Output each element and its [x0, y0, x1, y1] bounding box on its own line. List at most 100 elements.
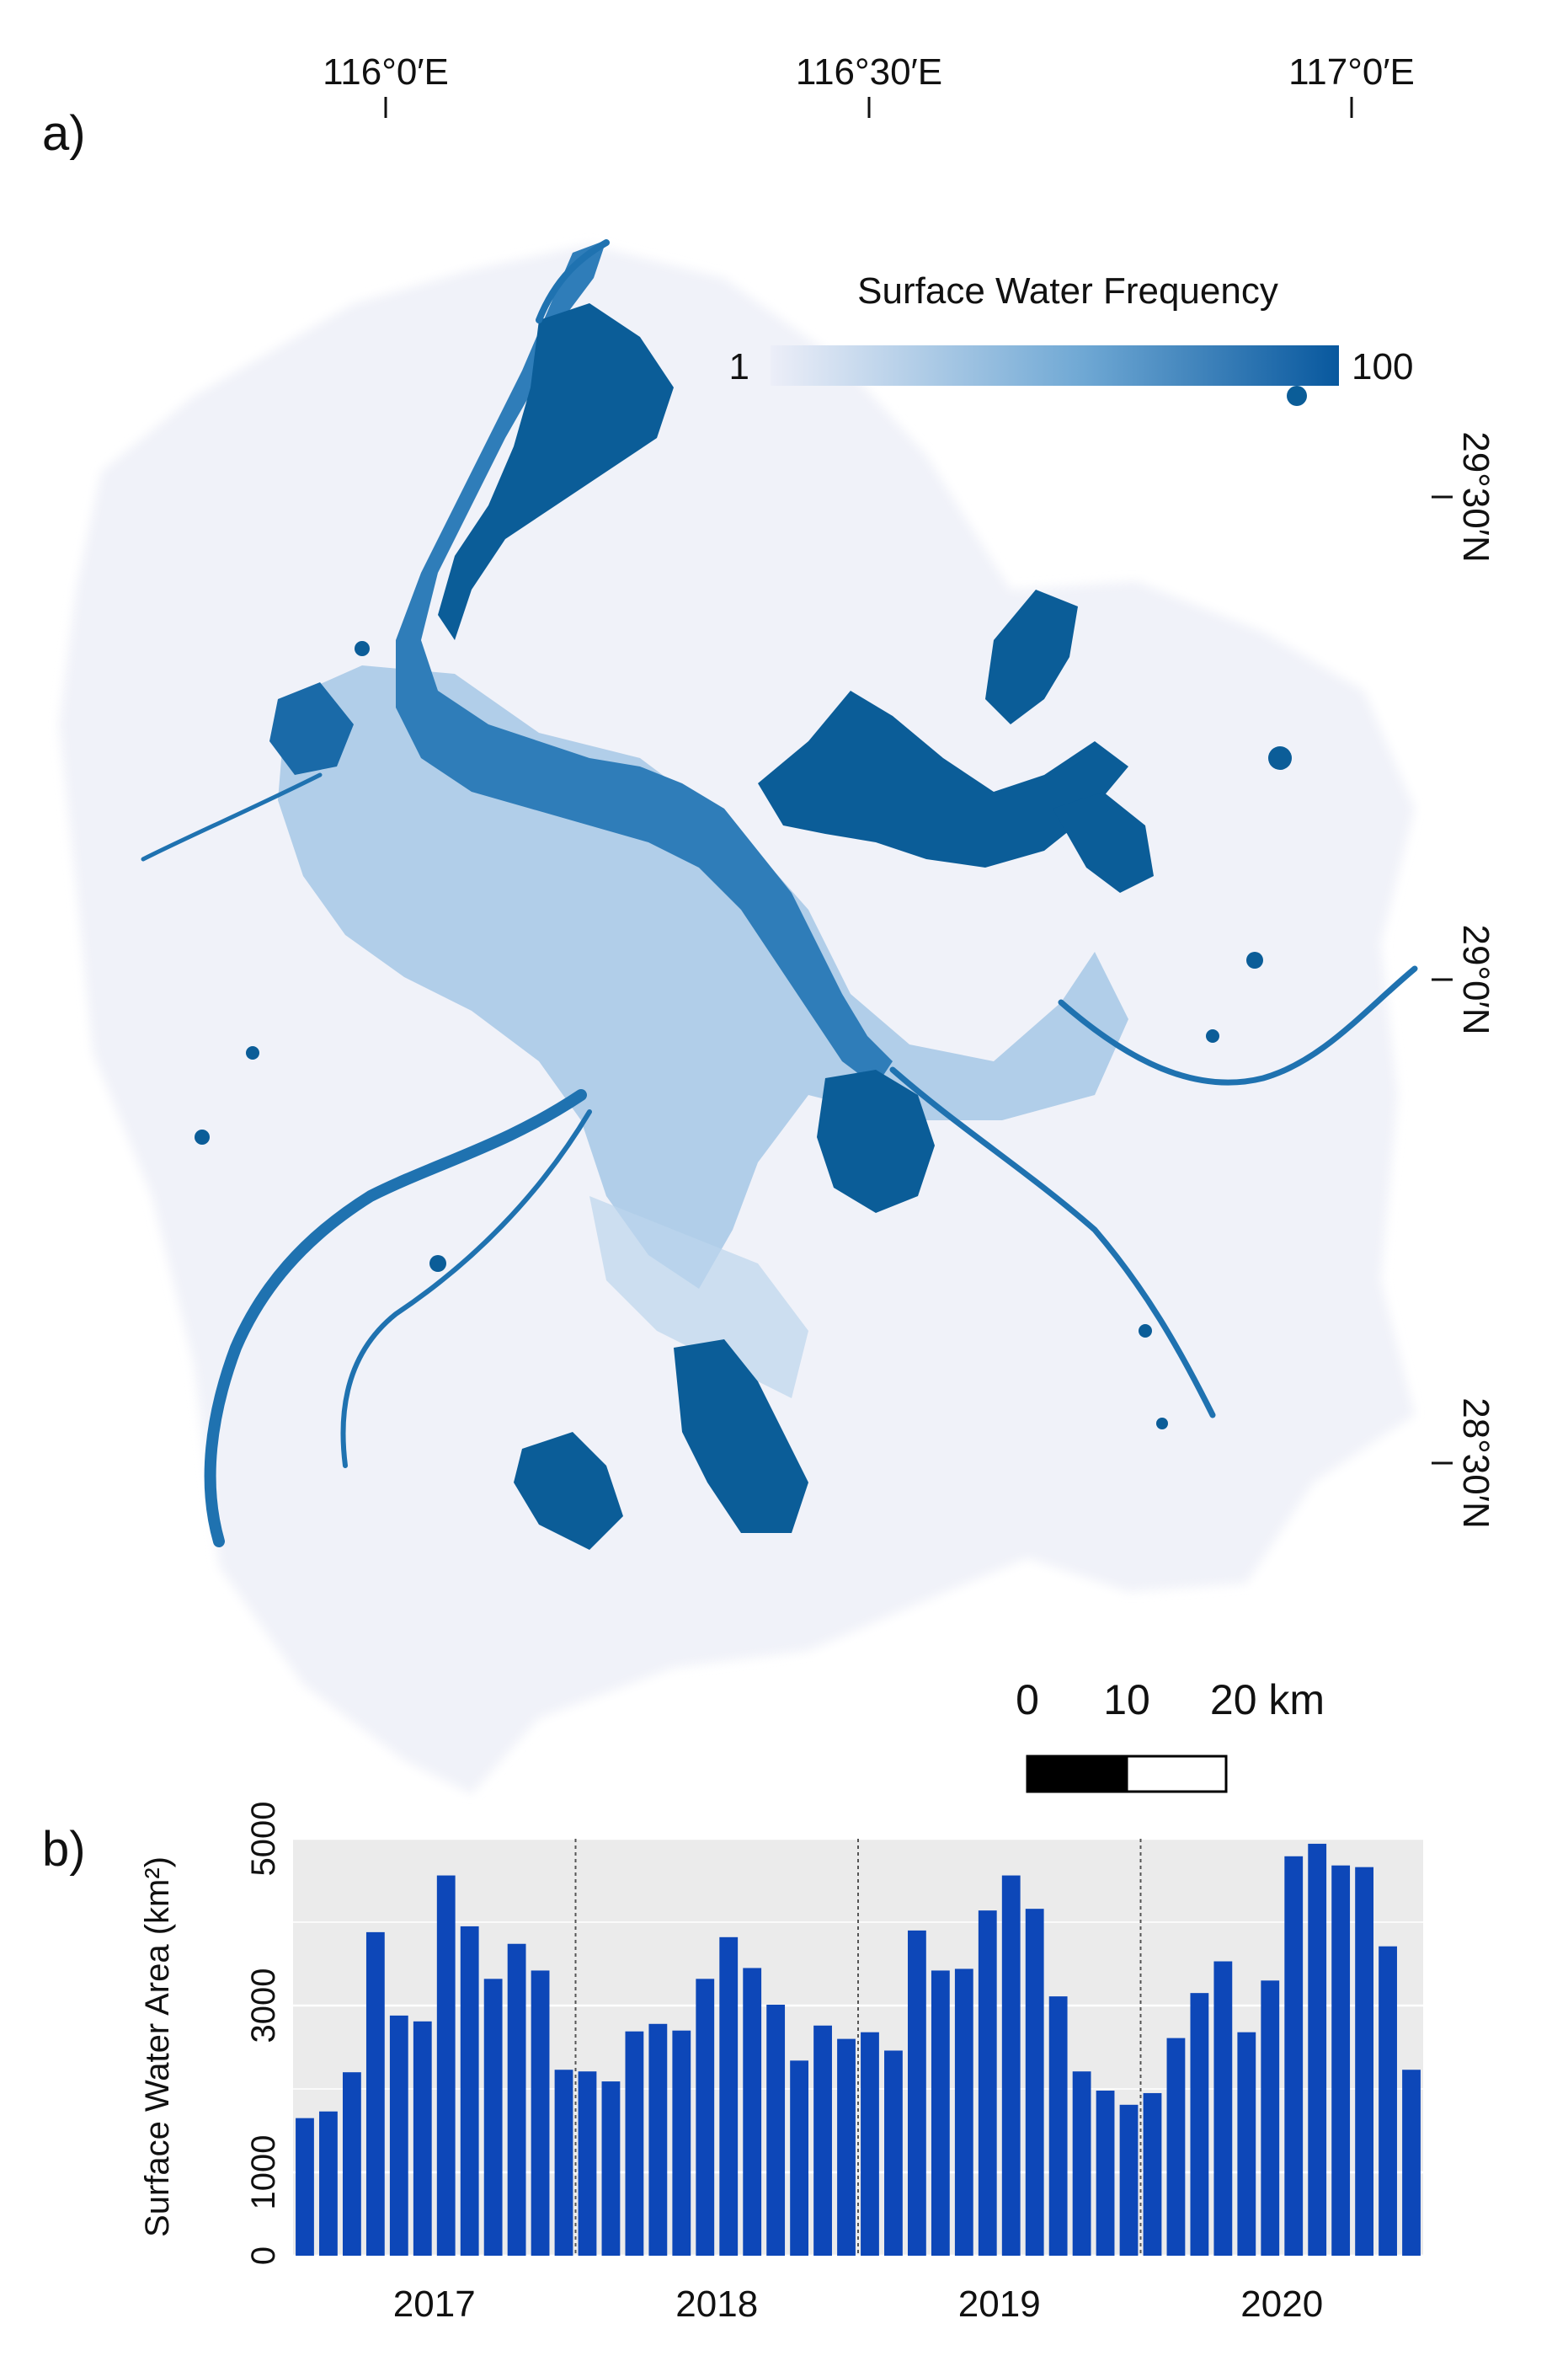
bar — [389, 2015, 408, 2256]
bar — [1072, 2071, 1091, 2256]
seasonal-water-south — [589, 1196, 808, 1398]
lake-east-arm — [758, 691, 1128, 868]
x-group-label: 2019 — [958, 2284, 1041, 2325]
bar — [1143, 2092, 1162, 2256]
scale-label-10: 10 — [1103, 1676, 1150, 1723]
bar — [813, 2025, 832, 2256]
lon-tick-label-1: 116°0′E — [323, 51, 449, 93]
bar — [1048, 1996, 1068, 2256]
river-xin — [889, 1066, 1216, 1418]
bar — [672, 2030, 691, 2256]
lake-west-bay — [269, 682, 354, 775]
bar — [954, 1968, 973, 2256]
bar — [296, 2118, 314, 2256]
lat-tick-label-1: 29°30′N — [1455, 431, 1496, 563]
bar — [625, 2031, 644, 2256]
bar — [436, 1875, 456, 2256]
bar — [1001, 1875, 1021, 2256]
lake-north-arm — [438, 303, 674, 640]
bar — [790, 2060, 809, 2256]
bar — [1119, 2104, 1139, 2256]
pond — [1139, 1324, 1152, 1338]
bar — [531, 1970, 550, 2256]
pond — [1268, 746, 1292, 770]
bar — [837, 2038, 856, 2256]
bar — [1166, 2038, 1186, 2256]
bar — [978, 1910, 997, 2256]
reservoir-center — [817, 1070, 935, 1213]
bar — [884, 2050, 903, 2256]
bars — [296, 1843, 1421, 2256]
panel-a-label: a) — [42, 106, 86, 161]
y-tick-label: 0 — [245, 2246, 282, 2265]
river-fu — [340, 1109, 592, 1468]
lake-main-channel — [396, 240, 893, 1087]
bar — [766, 2005, 786, 2256]
bar — [719, 1936, 739, 2256]
panel-b: b) 0 1000 3000 5000 2017 2018 2019 2020 Surfac… — [42, 1802, 1423, 2325]
bar — [1096, 2090, 1115, 2256]
panel-a: a) 116°0′E 116°30′E 117°0′E 29°30′N 29°0… — [42, 51, 1496, 1794]
river-gan-west — [204, 1089, 587, 1547]
y-tick-label: 1000 — [245, 2135, 282, 2210]
panel-b-label: b) — [42, 1822, 86, 1877]
bar — [648, 2023, 668, 2256]
river-xiu — [141, 772, 323, 862]
bar — [861, 2032, 879, 2256]
lon-tick-label-3: 117°0′E — [1288, 51, 1415, 93]
scale-label-20: 20 km — [1210, 1676, 1325, 1723]
legend-title: Surface Water Frequency — [857, 270, 1278, 312]
lat-axis: 29°30′N 29°0′N 28°30′N — [1432, 431, 1496, 1529]
bar — [1025, 1909, 1044, 2256]
pond — [1206, 1029, 1219, 1043]
bar — [319, 2111, 338, 2256]
seasonal-water — [278, 665, 1128, 1289]
legend-min-label: 1 — [729, 346, 749, 387]
lat-tick-label-2: 29°0′N — [1455, 924, 1496, 1034]
x-group-label: 2020 — [1240, 2284, 1323, 2325]
scale-label-0: 0 — [1016, 1676, 1039, 1723]
lat-tick-label-3: 28°30′N — [1455, 1397, 1496, 1529]
bar — [1379, 1946, 1397, 2256]
lon-axis: 116°0′E 116°30′E 117°0′E — [323, 51, 1415, 118]
bar — [578, 2071, 597, 2256]
pond — [1287, 386, 1307, 406]
y-axis-ticks: 0 1000 3000 5000 — [245, 1802, 282, 2266]
river-le-an — [1058, 965, 1418, 1086]
bar — [1261, 1980, 1280, 2256]
bar — [931, 1970, 950, 2256]
bar — [554, 2070, 573, 2256]
lake-northeast-bay — [985, 590, 1078, 724]
river-north-outlet — [536, 239, 610, 323]
year-separators — [574, 1839, 1142, 2256]
x-group-label: 2018 — [675, 2284, 758, 2325]
rivers — [141, 239, 1418, 1547]
legend-colorbar — [771, 345, 1339, 386]
pond — [1156, 1418, 1168, 1429]
x-axis-group-labels: 2017 2018 2019 2020 — [393, 2284, 1323, 2325]
pond — [246, 1046, 259, 1060]
scale-bar-white — [1125, 1755, 1228, 1793]
y-tick-label: 5000 — [245, 1802, 282, 1877]
water-map — [59, 239, 1418, 1794]
pond — [195, 1130, 210, 1145]
bar — [1190, 1993, 1209, 2256]
pond — [429, 1255, 446, 1272]
scale-bar-black — [1026, 1755, 1128, 1793]
bar — [342, 2072, 361, 2256]
bar — [1237, 2032, 1256, 2256]
bar — [460, 1926, 479, 2256]
bar — [907, 1930, 926, 2256]
ponds — [195, 386, 1307, 1429]
y-tick-label: 3000 — [245, 1968, 282, 2043]
y-axis-label: Surface Water Area (km²) — [139, 1856, 176, 2237]
bar — [483, 1979, 503, 2256]
lake-east-inlet — [1053, 792, 1154, 893]
bar — [1402, 2070, 1421, 2256]
bar — [507, 1943, 526, 2256]
x-group-label: 2017 — [393, 2284, 476, 2325]
bar — [601, 2081, 621, 2256]
frequency-legend: Surface Water Frequency 1 100 — [729, 270, 1414, 387]
bar — [743, 1968, 762, 2256]
reservoir-southwest — [514, 1432, 623, 1550]
